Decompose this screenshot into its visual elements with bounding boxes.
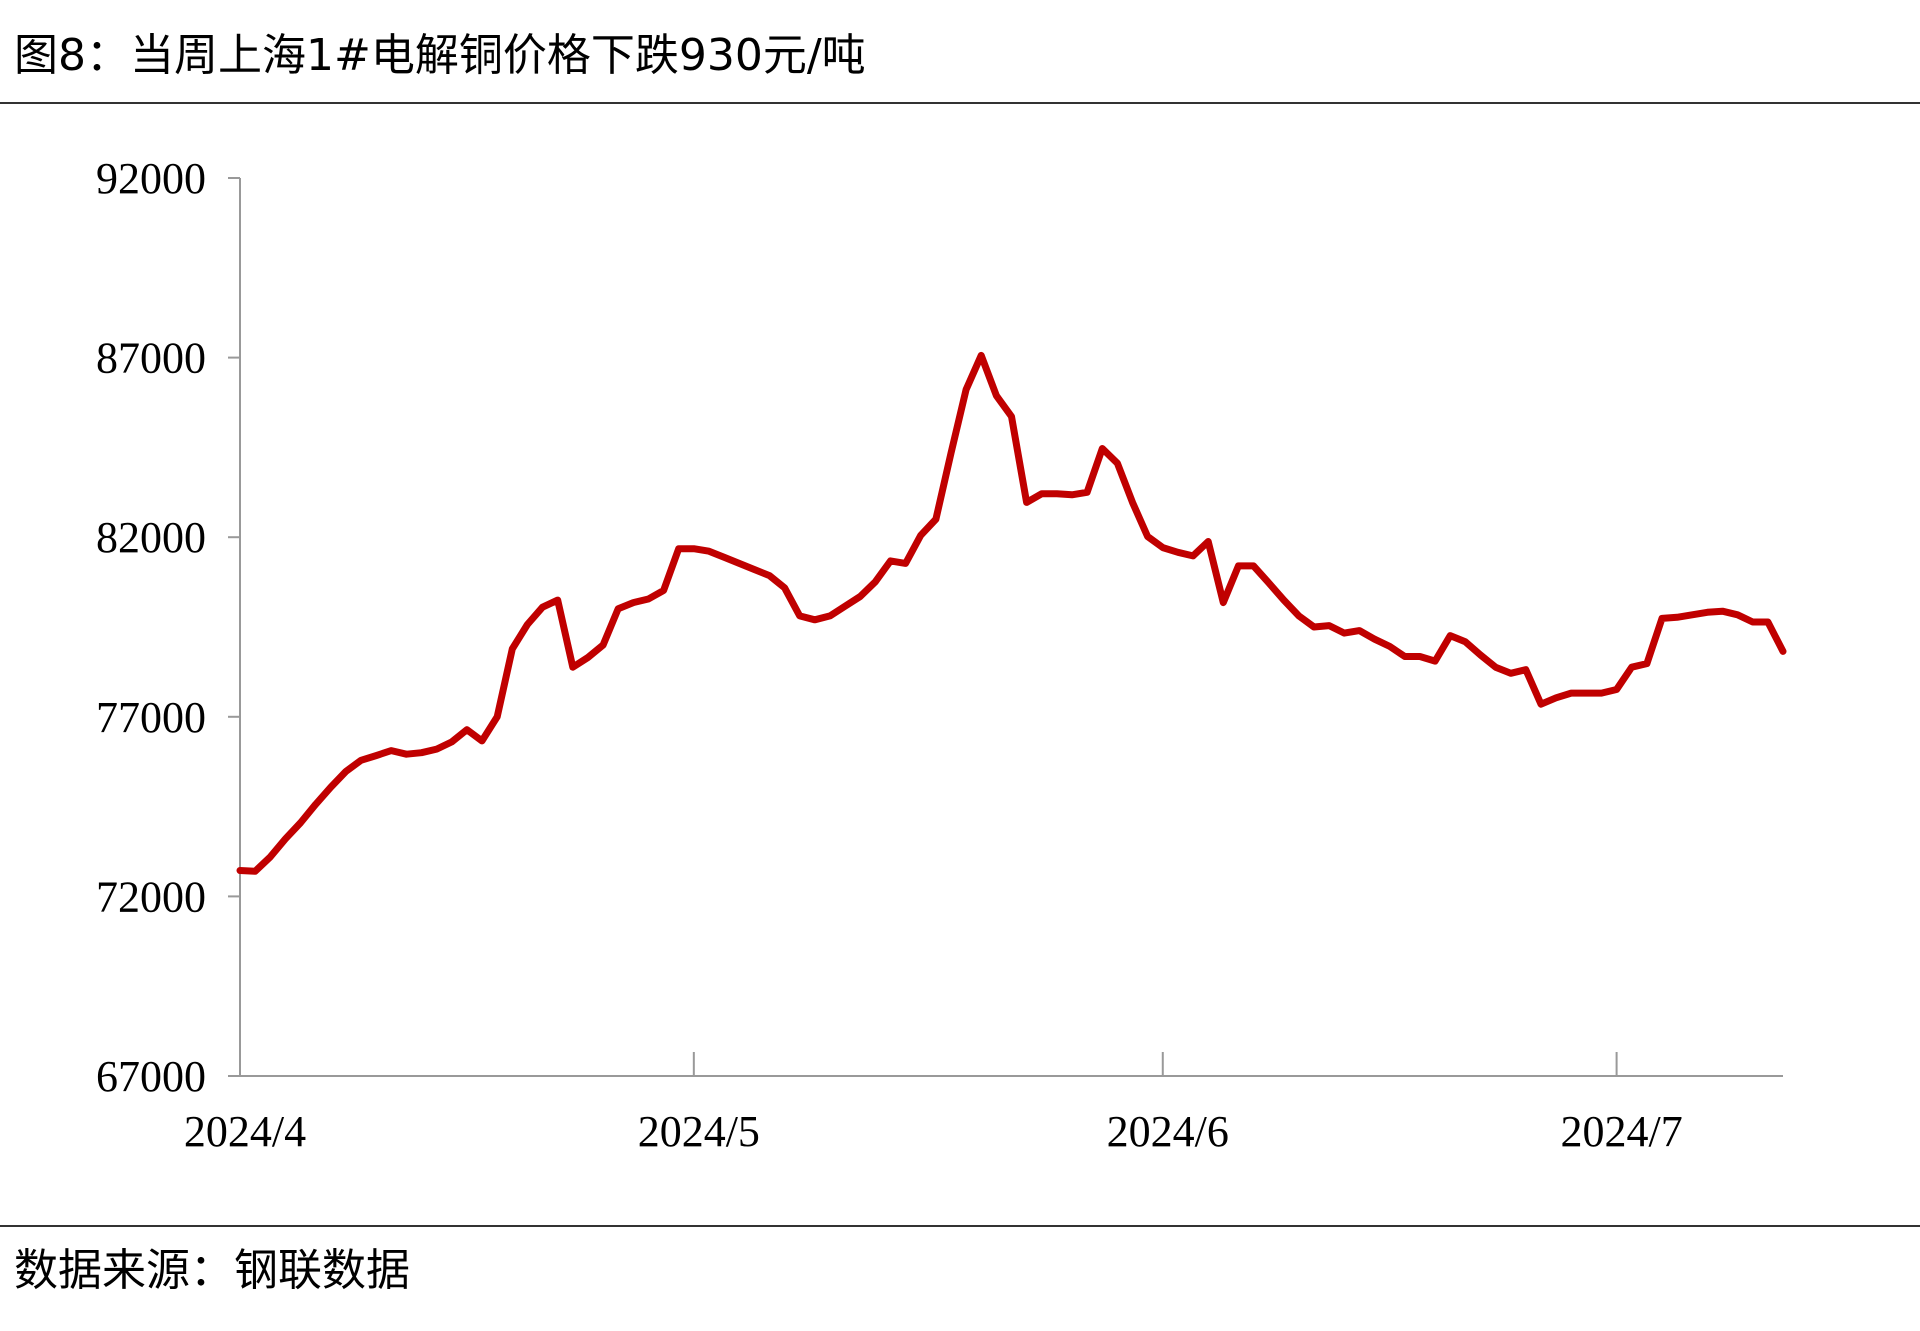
y-tick-label: 77000	[96, 693, 206, 742]
y-tick-label: 67000	[96, 1052, 206, 1101]
source-note: 数据来源：钢联数据	[14, 1245, 410, 1296]
x-tick-label: 2024/4	[184, 1107, 306, 1156]
chart-title: 图8：当周上海1#电解铜价格下跌930元/吨	[14, 30, 866, 81]
price-line	[236, 351, 1787, 875]
x-tick-label: 2024/7	[1560, 1107, 1682, 1156]
y-tick-label: 87000	[96, 334, 206, 383]
y-tick-label: 82000	[96, 513, 206, 562]
x-tick-label: 2024/6	[1107, 1107, 1229, 1156]
x-tick-label: 2024/5	[638, 1107, 760, 1156]
y-tick-label: 72000	[96, 872, 206, 921]
y-tick-label: 92000	[96, 154, 206, 203]
